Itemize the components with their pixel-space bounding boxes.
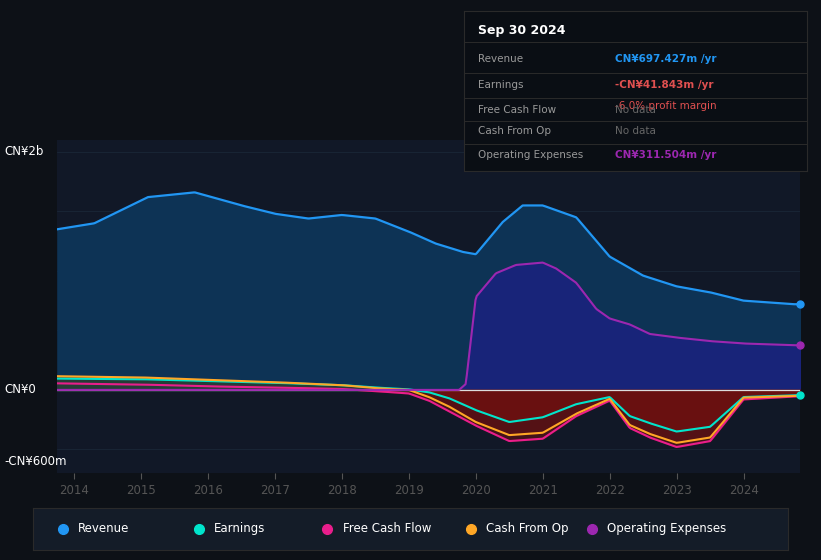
Text: Cash From Op: Cash From Op bbox=[486, 522, 568, 535]
Text: -CN¥41.843m /yr: -CN¥41.843m /yr bbox=[615, 81, 713, 90]
Text: No data: No data bbox=[615, 105, 656, 115]
Text: CN¥697.427m /yr: CN¥697.427m /yr bbox=[615, 54, 717, 64]
Text: Free Cash Flow: Free Cash Flow bbox=[342, 522, 431, 535]
Text: -CN¥600m: -CN¥600m bbox=[4, 455, 67, 468]
Text: Operating Expenses: Operating Expenses bbox=[478, 150, 583, 160]
Text: Cash From Op: Cash From Op bbox=[478, 126, 551, 136]
Text: CN¥2b: CN¥2b bbox=[4, 146, 44, 158]
Text: Revenue: Revenue bbox=[478, 54, 523, 64]
Text: Earnings: Earnings bbox=[478, 81, 523, 90]
Text: Operating Expenses: Operating Expenses bbox=[607, 522, 726, 535]
Text: Earnings: Earnings bbox=[214, 522, 265, 535]
Text: CN¥0: CN¥0 bbox=[4, 384, 36, 396]
Text: Sep 30 2024: Sep 30 2024 bbox=[478, 24, 565, 37]
Text: Revenue: Revenue bbox=[78, 522, 130, 535]
Text: -6.0% profit margin: -6.0% profit margin bbox=[615, 101, 717, 111]
Text: Free Cash Flow: Free Cash Flow bbox=[478, 105, 556, 115]
Text: CN¥311.504m /yr: CN¥311.504m /yr bbox=[615, 150, 716, 160]
Text: No data: No data bbox=[615, 126, 656, 136]
